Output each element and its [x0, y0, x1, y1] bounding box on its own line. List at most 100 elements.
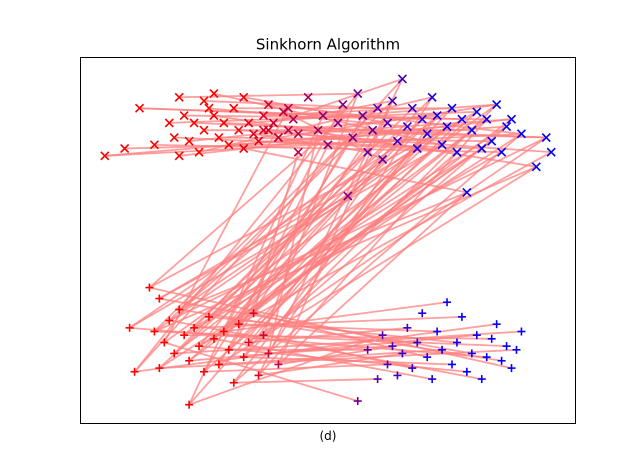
- x-marker-point: [199, 125, 209, 135]
- x-marker-point: [318, 110, 328, 121]
- plus-marker-point: [229, 378, 238, 387]
- x-marker-point: [283, 125, 293, 135]
- transport-line: [223, 118, 423, 333]
- x-marker-point: [531, 162, 541, 172]
- plus-marker-point: [155, 294, 164, 303]
- transport-line: [233, 378, 378, 384]
- plus-marker-point: [125, 323, 134, 332]
- x-marker-point: [239, 92, 249, 102]
- x-marker-point: [174, 151, 184, 161]
- plus-marker-point: [373, 375, 382, 384]
- transport-line: [262, 125, 508, 336]
- plus-marker-point: [155, 364, 164, 373]
- plus-marker-point: [378, 331, 387, 340]
- plus-marker-point: [448, 360, 456, 369]
- plus-marker-point: [209, 334, 218, 343]
- plus-marker-point: [413, 338, 422, 347]
- plus-marker-point: [482, 353, 491, 362]
- plus-marker-point: [467, 349, 476, 358]
- x-marker-point: [224, 140, 234, 150]
- x-marker-point: [338, 100, 348, 110]
- plus-marker-point: [423, 353, 432, 362]
- plus-marker-point: [130, 367, 139, 376]
- transport-line: [253, 312, 428, 358]
- x-marker-point: [219, 118, 229, 128]
- x-marker-point: [169, 132, 179, 143]
- transport-line: [223, 121, 428, 135]
- plus-marker-point: [219, 327, 228, 336]
- transport-line: [203, 100, 378, 110]
- plus-marker-point: [175, 305, 184, 314]
- transport-line: [237, 144, 329, 325]
- x-marker-point: [353, 89, 363, 99]
- transport-line: [218, 115, 364, 365]
- transport-line: [233, 133, 523, 384]
- x-marker-point: [487, 136, 497, 146]
- x-marker-point: [263, 100, 274, 110]
- plus-marker-point: [408, 364, 417, 373]
- chart-title: Sinkhorn Algorithm: [256, 36, 400, 54]
- x-marker-point: [377, 154, 388, 165]
- plus-marker-point: [224, 345, 233, 354]
- plus-marker-point: [185, 400, 194, 409]
- x-marker-point: [402, 121, 412, 132]
- x-marker-point: [258, 110, 269, 121]
- x-marker-point: [313, 125, 323, 135]
- transport-line: [277, 191, 468, 366]
- transport-line: [257, 118, 488, 377]
- sample-points: [100, 74, 556, 409]
- x-marker-point: [497, 147, 507, 157]
- transport-line: [242, 158, 384, 358]
- transport-line: [267, 130, 319, 354]
- x-marker-point: [412, 143, 422, 154]
- x-marker-point: [373, 103, 383, 113]
- x-marker-point: [209, 89, 219, 99]
- plus-marker-point: [165, 316, 174, 325]
- transport-line: [124, 140, 398, 150]
- x-marker-point: [253, 136, 264, 146]
- transport-line: [268, 345, 393, 355]
- plus-marker-point: [160, 338, 169, 347]
- plus-marker-point: [398, 349, 407, 358]
- x-marker-point: [541, 132, 551, 143]
- transport-line: [208, 315, 458, 344]
- x-marker-point: [442, 121, 452, 132]
- plus-marker-point: [353, 397, 362, 406]
- transport-line: [252, 107, 453, 314]
- plus-marker-point: [150, 327, 159, 336]
- transport-line: [213, 140, 399, 340]
- x-axis-label: (d): [320, 429, 337, 443]
- transport-line: [293, 100, 393, 121]
- transport-line: [223, 301, 448, 333]
- x-marker-point: [293, 129, 303, 139]
- x-marker-point: [288, 114, 298, 124]
- x-marker-point: [120, 143, 130, 154]
- x-marker-point: [467, 125, 477, 135]
- plus-marker-point: [507, 364, 516, 373]
- x-marker-point: [323, 140, 333, 150]
- plus-marker-point: [428, 375, 437, 384]
- plus-marker-point: [239, 353, 248, 362]
- x-marker-point: [447, 103, 457, 113]
- x-marker-point: [348, 132, 358, 143]
- plus-marker-point: [433, 327, 442, 336]
- x-marker-point: [477, 143, 487, 154]
- plus-marker-point: [204, 312, 213, 321]
- x-marker-point: [392, 136, 403, 146]
- x-marker-point: [432, 110, 442, 121]
- transport-line: [188, 115, 324, 406]
- axes-frame: [80, 57, 576, 424]
- x-marker-point: [501, 121, 512, 132]
- plus-marker-point: [190, 323, 199, 332]
- plus-marker-point: [170, 349, 179, 358]
- x-marker-point: [417, 114, 427, 124]
- x-marker-point: [293, 147, 303, 157]
- plus-marker-point: [234, 320, 243, 329]
- x-marker-point: [209, 110, 219, 121]
- x-marker-point: [462, 187, 472, 197]
- plus-marker-point: [274, 360, 283, 369]
- x-marker-point: [382, 118, 393, 128]
- plus-marker-point: [517, 327, 526, 336]
- x-marker-point: [174, 92, 184, 102]
- transport-line: [273, 78, 403, 124]
